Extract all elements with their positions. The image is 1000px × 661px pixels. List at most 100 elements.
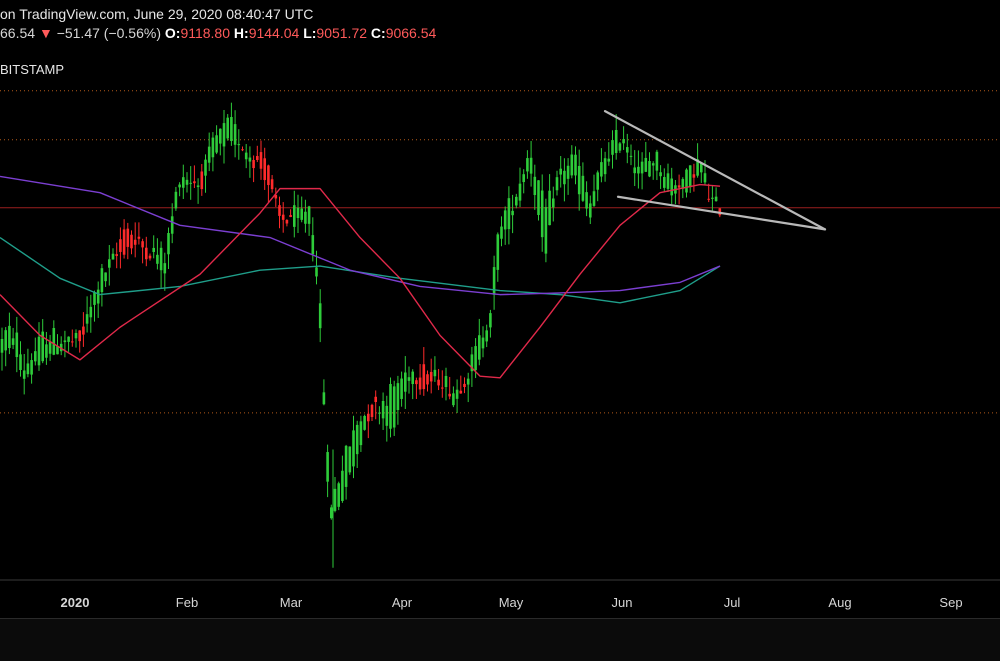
candle-body-167	[618, 143, 622, 151]
candle-body-14	[52, 328, 56, 355]
price-change: −51.47 (−0.56%)	[56, 25, 161, 41]
candle-body-33	[122, 229, 126, 255]
x-tick-label-2: Mar	[280, 595, 303, 610]
candle-body-122	[452, 393, 455, 406]
candle-body-168	[622, 139, 625, 144]
candle-body-2	[8, 325, 11, 349]
candle-body-177	[655, 151, 659, 171]
candle-body-114	[422, 364, 426, 390]
candle-body-149	[552, 198, 555, 208]
candle-body-161	[596, 172, 599, 190]
candle-body-62	[230, 117, 233, 142]
candle-body-97	[359, 421, 363, 446]
candle-body-89	[330, 507, 333, 519]
candle-body-12	[45, 344, 48, 358]
candle-body-74	[274, 194, 278, 199]
candle-body-86	[318, 303, 322, 329]
candle-body-70	[259, 152, 263, 169]
candle-body-15	[56, 346, 59, 355]
candle-body-178	[659, 172, 662, 177]
candle-body-78	[289, 215, 292, 218]
ma-mid-line	[0, 175, 721, 296]
candle-body-53	[196, 185, 200, 188]
candle-body-141	[522, 174, 525, 183]
candle-body-99	[367, 413, 370, 422]
candle-body-9	[34, 351, 37, 362]
candle-body-1	[4, 330, 7, 351]
candle-body-181	[670, 178, 673, 196]
candle-body-136	[503, 210, 507, 230]
candle-body-8	[30, 360, 33, 375]
candle-body-26	[96, 289, 100, 304]
candle-body-52	[193, 181, 196, 184]
candle-body-145	[537, 180, 540, 215]
candle-body-54	[200, 171, 204, 190]
candle-body-156	[577, 165, 581, 195]
candle-body-18	[67, 336, 70, 342]
horizontal-levels	[0, 90, 1000, 414]
candle-body-109	[404, 372, 407, 392]
candle-body-102	[378, 412, 381, 414]
candle-body-119	[441, 387, 444, 389]
candle-body-187	[692, 174, 696, 178]
candle-body-170	[629, 155, 633, 157]
published-text: on TradingView.com, June 29, 2020 08:40:…	[0, 6, 314, 22]
candle-body-76	[281, 214, 285, 220]
candle-body-51	[189, 182, 192, 184]
candle-body-142	[526, 158, 529, 172]
candle-body-108	[400, 378, 403, 399]
candle-body-57	[211, 137, 215, 158]
candle-body-69	[256, 156, 259, 160]
candle-body-72	[267, 165, 270, 186]
candle-body-154	[570, 154, 574, 176]
candle-body-13	[48, 341, 52, 354]
close-value: 9066.54	[385, 25, 437, 41]
candle-body-67	[248, 157, 252, 162]
x-tick-label-3: Apr	[392, 595, 413, 610]
candle-body-0	[0, 338, 4, 353]
trendline-0	[603, 110, 827, 231]
candle-body-80	[296, 207, 300, 219]
candle-body-39	[145, 247, 148, 260]
candle-body-25	[93, 292, 96, 305]
candle-body-138	[511, 210, 514, 216]
candle-body-186	[688, 165, 692, 188]
candle-body-11	[41, 331, 44, 362]
candle-body-134	[496, 234, 500, 270]
candle-body-10	[37, 336, 41, 366]
candlesticks	[0, 102, 722, 568]
candle-body-32	[119, 239, 122, 252]
candle-body-92	[341, 470, 344, 501]
candle-body-137	[507, 198, 511, 230]
candle-body-120	[444, 375, 448, 388]
candle-body-63	[233, 124, 237, 145]
candle-body-151	[559, 168, 562, 175]
candle-body-101	[374, 396, 377, 403]
candle-body-95	[352, 430, 355, 467]
candle-body-193	[714, 196, 718, 202]
candle-body-31	[115, 254, 118, 256]
candle-body-143	[529, 157, 533, 174]
candle-body-125	[463, 383, 466, 388]
low-label: L:	[303, 25, 317, 41]
high-value: 9144.04	[248, 25, 300, 41]
candle-body-171	[633, 167, 636, 174]
candle-body-41	[152, 247, 155, 252]
change-arrow-icon: ▼	[38, 25, 53, 41]
candle-body-27	[100, 268, 104, 293]
candle-body-49	[182, 177, 185, 188]
candle-body-144	[533, 176, 537, 196]
candle-body-139	[515, 196, 518, 206]
x-tick-label-1: Feb	[176, 595, 198, 610]
candle-body-83	[307, 206, 311, 224]
candle-body-163	[603, 158, 607, 175]
x-axis: 2020 Feb Mar Apr May Jun Jul Aug Sep	[61, 595, 963, 610]
candle-body-55	[204, 159, 207, 176]
candle-body-73	[270, 179, 274, 190]
candle-body-23	[85, 314, 89, 324]
chart-header: on TradingView.com, June 29, 2020 08:40:…	[0, 0, 1000, 50]
moving-averages	[0, 175, 721, 379]
candle-body-19	[71, 341, 74, 343]
candle-body-188	[696, 159, 699, 176]
